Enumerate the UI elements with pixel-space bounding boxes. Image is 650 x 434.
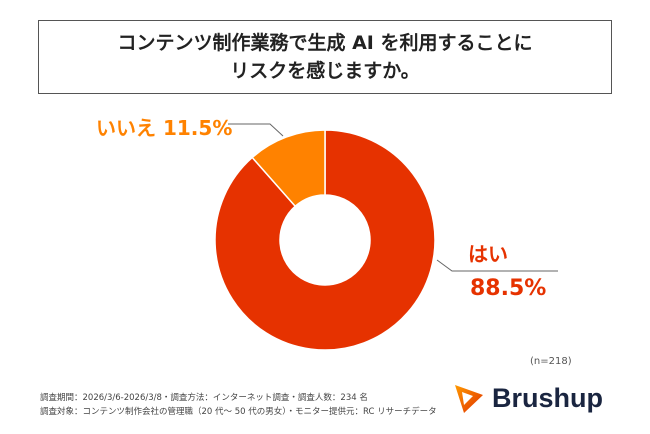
leader-line-yes bbox=[436, 259, 558, 272]
footer-line-2: 調査対象：コンテンツ制作会社の管理職（20 代〜 50 代の男女）・モニター提供… bbox=[40, 407, 437, 417]
title-line-2: リスクを感じますか。 bbox=[230, 60, 420, 82]
logo-mark-icon bbox=[455, 385, 483, 413]
sample-size: (n=218) bbox=[530, 356, 572, 367]
slice-no bbox=[251, 129, 326, 208]
title-line-1: コンテンツ制作業務で生成 AI を利用することに bbox=[117, 32, 533, 54]
label-yes-value: 88.5% bbox=[470, 276, 547, 301]
footer-line-1: 調査期間：2026/3/6-2026/3/8・調査方法：インターネット調査・調査… bbox=[40, 393, 368, 403]
title-box: コンテンツ制作業務で生成 AI を利用することに リスクを感じますか。 bbox=[38, 20, 612, 94]
slice-yes bbox=[214, 129, 436, 351]
label-no: いいえ 11.5% bbox=[96, 116, 233, 140]
label-yes-category: はい bbox=[468, 242, 508, 266]
leader-line-no bbox=[228, 123, 284, 137]
brushup-logo: Brushup bbox=[452, 381, 603, 415]
